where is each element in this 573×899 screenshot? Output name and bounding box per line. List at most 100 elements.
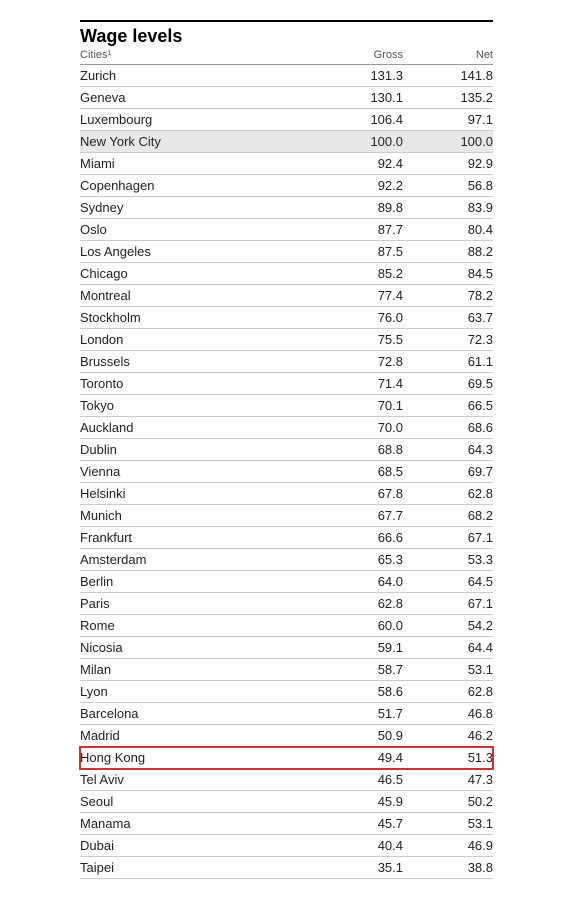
cell-city: Sydney [80, 200, 313, 215]
table-row: Auckland70.068.6 [80, 417, 493, 439]
cell-gross: 50.9 [313, 728, 403, 743]
cell-city: Brussels [80, 354, 313, 369]
cell-city: London [80, 332, 313, 347]
cell-gross: 67.8 [313, 486, 403, 501]
wage-table: Wage levels Cities¹ Gross Net Zurich131.… [80, 20, 493, 879]
cell-city: Stockholm [80, 310, 313, 325]
cell-city: Montreal [80, 288, 313, 303]
table-row: Rome60.054.2 [80, 615, 493, 637]
cell-city: Taipei [80, 860, 313, 875]
cell-net: 97.1 [403, 112, 493, 127]
table-row: Oslo87.780.4 [80, 219, 493, 241]
cell-gross: 92.4 [313, 156, 403, 171]
table-row: Chicago85.284.5 [80, 263, 493, 285]
cell-net: 53.3 [403, 552, 493, 567]
cell-net: 47.3 [403, 772, 493, 787]
cell-gross: 72.8 [313, 354, 403, 369]
cell-gross: 130.1 [313, 90, 403, 105]
cell-city: Zurich [80, 68, 313, 83]
table-row: Dublin68.864.3 [80, 439, 493, 461]
cell-net: 51.3 [403, 750, 493, 765]
cell-net: 68.6 [403, 420, 493, 435]
cell-city: Manama [80, 816, 313, 831]
table-row: Milan58.753.1 [80, 659, 493, 681]
cell-city: Lyon [80, 684, 313, 699]
table-row: Luxembourg106.497.1 [80, 109, 493, 131]
cell-gross: 71.4 [313, 376, 403, 391]
header-net: Net [403, 49, 493, 61]
cell-gross: 92.2 [313, 178, 403, 193]
cell-net: 100.0 [403, 134, 493, 149]
cell-net: 38.8 [403, 860, 493, 875]
cell-city: Dubai [80, 838, 313, 853]
cell-net: 61.1 [403, 354, 493, 369]
table-row: Tel Aviv46.547.3 [80, 769, 493, 791]
cell-city: Geneva [80, 90, 313, 105]
cell-net: 67.1 [403, 596, 493, 611]
cell-gross: 85.2 [313, 266, 403, 281]
cell-gross: 76.0 [313, 310, 403, 325]
cell-gross: 68.5 [313, 464, 403, 479]
cell-city: Vienna [80, 464, 313, 479]
cell-city: Dublin [80, 442, 313, 457]
cell-net: 141.8 [403, 68, 493, 83]
cell-net: 69.7 [403, 464, 493, 479]
cell-city: Toronto [80, 376, 313, 391]
cell-net: 46.2 [403, 728, 493, 743]
cell-gross: 68.8 [313, 442, 403, 457]
cell-city: Milan [80, 662, 313, 677]
table-row: Taipei35.138.8 [80, 857, 493, 879]
cell-gross: 59.1 [313, 640, 403, 655]
cell-net: 84.5 [403, 266, 493, 281]
cell-gross: 70.0 [313, 420, 403, 435]
table-row: Zurich131.3141.8 [80, 65, 493, 87]
table-row: Lyon58.662.8 [80, 681, 493, 703]
cell-net: 83.9 [403, 200, 493, 215]
cell-net: 54.2 [403, 618, 493, 633]
table-row: Barcelona51.746.8 [80, 703, 493, 725]
table-header: Cities¹ Gross Net [80, 49, 493, 65]
cell-city: Luxembourg [80, 112, 313, 127]
cell-gross: 67.7 [313, 508, 403, 523]
cell-city: Tel Aviv [80, 772, 313, 787]
cell-gross: 75.5 [313, 332, 403, 347]
table-row: Manama45.753.1 [80, 813, 493, 835]
cell-net: 135.2 [403, 90, 493, 105]
cell-gross: 60.0 [313, 618, 403, 633]
cell-city: Oslo [80, 222, 313, 237]
table-row: Los Angeles87.588.2 [80, 241, 493, 263]
cell-city: Frankfurt [80, 530, 313, 545]
cell-gross: 49.4 [313, 750, 403, 765]
table-row: Dubai40.446.9 [80, 835, 493, 857]
cell-gross: 87.7 [313, 222, 403, 237]
cell-gross: 77.4 [313, 288, 403, 303]
cell-city: Madrid [80, 728, 313, 743]
cell-net: 92.9 [403, 156, 493, 171]
cell-gross: 100.0 [313, 134, 403, 149]
cell-net: 64.3 [403, 442, 493, 457]
table-row: Montreal77.478.2 [80, 285, 493, 307]
cell-city: Amsterdam [80, 552, 313, 567]
table-row: Miami92.492.9 [80, 153, 493, 175]
cell-net: 69.5 [403, 376, 493, 391]
table-row: Toronto71.469.5 [80, 373, 493, 395]
table-row: Helsinki67.862.8 [80, 483, 493, 505]
cell-gross: 45.7 [313, 816, 403, 831]
table-row: Geneva130.1135.2 [80, 87, 493, 109]
table-title: Wage levels [80, 20, 493, 49]
cell-gross: 62.8 [313, 596, 403, 611]
cell-net: 46.9 [403, 838, 493, 853]
cell-city: Tokyo [80, 398, 313, 413]
cell-city: Rome [80, 618, 313, 633]
cell-city: Miami [80, 156, 313, 171]
cell-net: 56.8 [403, 178, 493, 193]
cell-net: 63.7 [403, 310, 493, 325]
table-row: Frankfurt66.667.1 [80, 527, 493, 549]
cell-gross: 65.3 [313, 552, 403, 567]
cell-city: Berlin [80, 574, 313, 589]
cell-city: Seoul [80, 794, 313, 809]
cell-city: Copenhagen [80, 178, 313, 193]
cell-net: 78.2 [403, 288, 493, 303]
table-row: London75.572.3 [80, 329, 493, 351]
cell-gross: 46.5 [313, 772, 403, 787]
